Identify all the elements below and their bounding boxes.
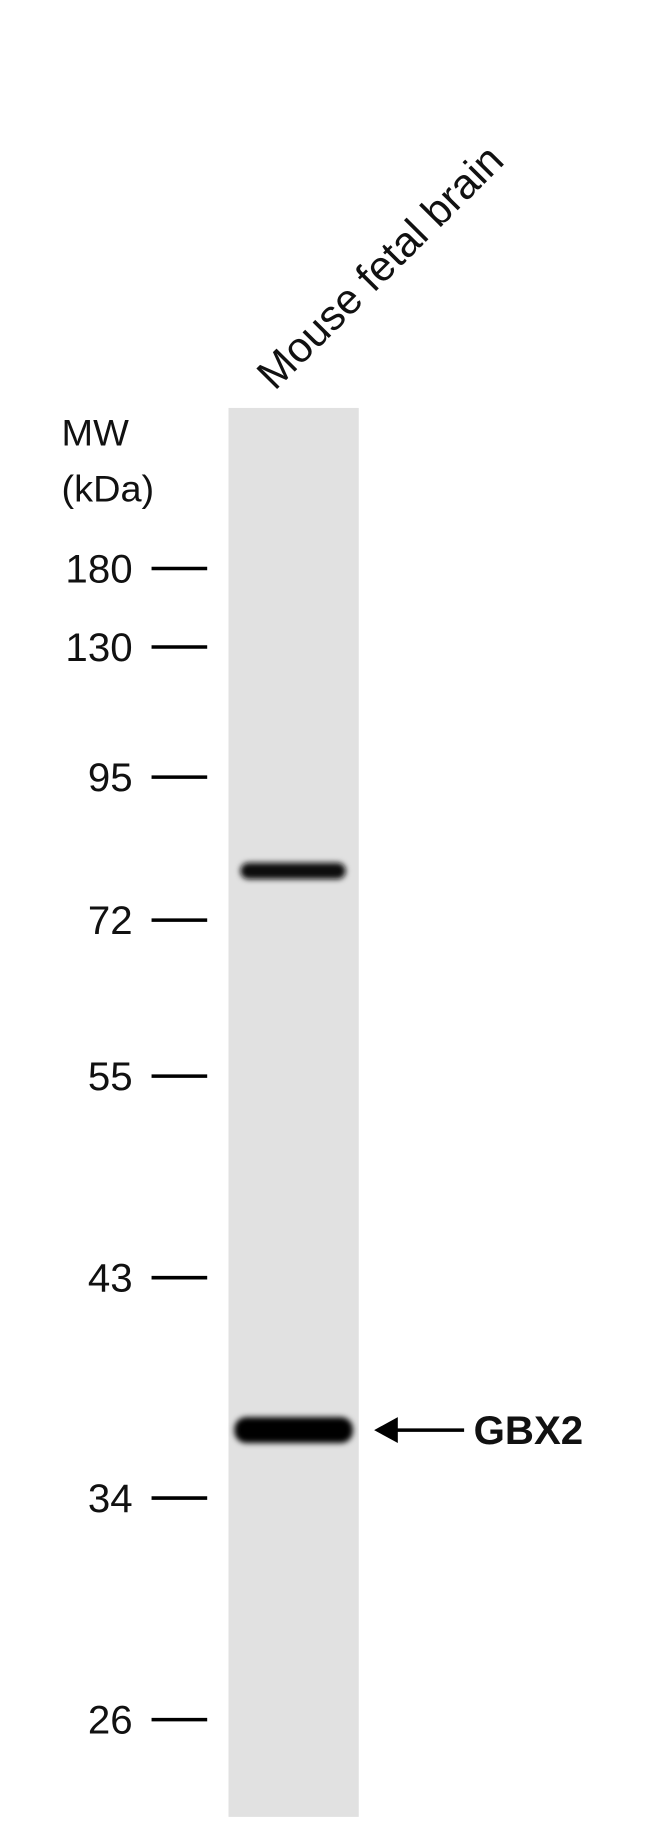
marker-label: 72 xyxy=(88,899,133,943)
marker-label: 34 xyxy=(88,1477,133,1521)
arrow-head xyxy=(374,1417,398,1443)
marker-label: 26 xyxy=(88,1699,133,1743)
band xyxy=(240,862,346,880)
band-label: GBX2 xyxy=(474,1409,584,1453)
marker-label: 130 xyxy=(65,626,132,670)
marker-label: 95 xyxy=(88,756,133,800)
marker-label: 43 xyxy=(88,1257,133,1301)
mw-unit: (kDa) xyxy=(62,468,155,510)
marker-ladder: 180 130 95 72 55 43 34 26 xyxy=(65,548,208,1743)
mw-label: MW xyxy=(62,412,130,454)
marker-label: 55 xyxy=(88,1055,133,1099)
marker-label: 180 xyxy=(65,548,132,592)
lane xyxy=(228,407,359,1817)
band xyxy=(234,1417,353,1443)
